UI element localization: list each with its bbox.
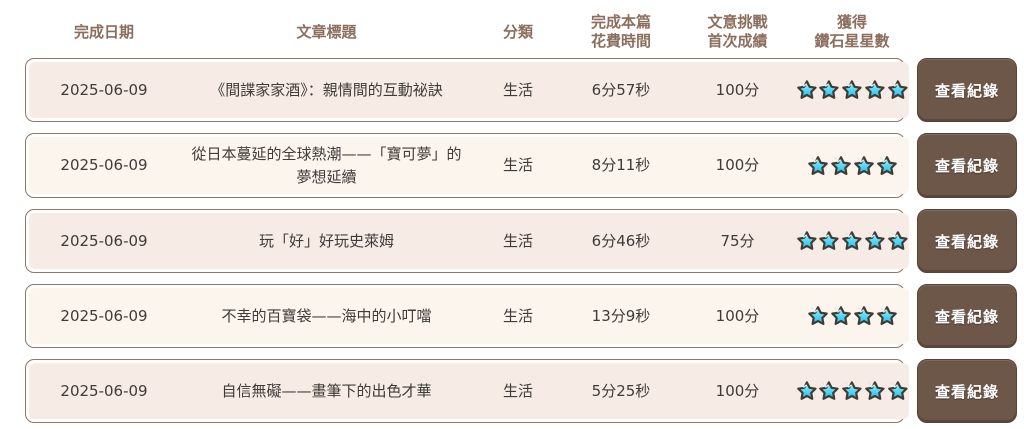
table-header: 完成日期 文章標題 分類 完成本篇 花費時間 文意挑戰 首次成績 獲得 鑽石星星… [25, 6, 1018, 58]
time-spent: 6分46秒 [591, 231, 651, 250]
record-row: 2025-06-09 不幸的百寶袋——海中的小叮噹 生活 13分9秒 100分 … [25, 284, 1018, 348]
category: 生活 [502, 80, 533, 99]
header-category: 分類 [502, 22, 533, 41]
record-card: 2025-06-09 從日本蔓延的全球熱潮——「寶可夢」的夢想延續 生活 8分1… [25, 133, 909, 198]
diamond-star-icon [887, 231, 908, 250]
category: 生活 [502, 231, 533, 250]
diamond-star-icon [865, 381, 885, 400]
view-record-button[interactable]: 查看紀錄 [917, 58, 1017, 122]
completion-date: 2025-06-09 [60, 381, 148, 400]
record-card: 2025-06-09 玩「好」好玩史萊姆 生活 6分46秒 75分 [25, 209, 909, 273]
completion-date: 2025-06-09 [60, 306, 148, 325]
time-spent: 8分11秒 [591, 156, 651, 175]
diamond-star-icon [819, 381, 839, 400]
first-score: 75分 [720, 231, 755, 250]
first-score: 100分 [715, 80, 760, 99]
record-row: 2025-06-09 《間諜家家酒》：親情間的互動祕訣 生活 6分57秒 100… [25, 58, 1018, 122]
time-spent: 13分9秒 [591, 306, 651, 325]
record-list: 2025-06-09 《間諜家家酒》：親情間的互動祕訣 生活 6分57秒 100… [25, 58, 1018, 423]
diamond-star-icon [796, 231, 817, 250]
star-rating [795, 79, 909, 101]
record-card: 2025-06-09 《間諜家家酒》：親情間的互動祕訣 生活 6分57秒 100… [25, 58, 909, 122]
view-record-button[interactable]: 查看紀錄 [917, 284, 1017, 348]
article-title: 不幸的百寶袋——海中的小叮噹 [221, 306, 432, 325]
article-title: 玩「好」好玩史萊姆 [258, 231, 394, 250]
star-rating [795, 230, 909, 252]
record-card: 2025-06-09 不幸的百寶袋——海中的小叮噹 生活 13分9秒 100分 [25, 284, 909, 348]
diamond-star-icon [842, 80, 862, 99]
diamond-star-icon [807, 155, 828, 175]
diamond-star-icon [796, 381, 817, 400]
completion-date: 2025-06-09 [60, 156, 148, 175]
star-rating [795, 380, 909, 402]
record-card: 2025-06-09 自信無礙——畫筆下的出色才華 生活 5分25秒 100分 [25, 359, 909, 423]
view-record-button[interactable]: 查看紀錄 [917, 133, 1017, 198]
diamond-star-icon [887, 381, 908, 400]
view-record-button[interactable]: 查看紀錄 [917, 359, 1017, 423]
time-spent: 6分57秒 [591, 80, 651, 99]
time-spent: 5分25秒 [591, 381, 651, 400]
category: 生活 [502, 156, 533, 175]
record-row: 2025-06-09 玩「好」好玩史萊姆 生活 6分46秒 75分 [25, 209, 1018, 273]
header-first-score: 文意挑戰 首次成績 [707, 13, 768, 50]
diamond-star-icon [830, 306, 851, 325]
diamond-star-icon [830, 155, 851, 175]
diamond-star-icon [887, 80, 908, 99]
star-rating [795, 155, 909, 177]
diamond-star-icon [876, 155, 897, 175]
diamond-star-icon [842, 231, 862, 250]
diamond-star-icon [853, 306, 874, 325]
diamond-star-icon [876, 306, 897, 325]
header-diamond-stars: 獲得 鑽石星星數 [814, 13, 890, 50]
first-score: 100分 [715, 156, 760, 175]
record-row: 2025-06-09 從日本蔓延的全球熱潮——「寶可夢」的夢想延續 生活 8分1… [25, 133, 1018, 198]
diamond-star-icon [842, 381, 862, 400]
diamond-star-icon [819, 80, 839, 99]
diamond-star-icon [796, 80, 817, 99]
diamond-star-icon [807, 306, 828, 325]
header-completion-date: 完成日期 [73, 22, 134, 41]
first-score: 100分 [715, 306, 760, 325]
first-score: 100分 [715, 381, 760, 400]
diamond-star-icon [865, 231, 885, 250]
category: 生活 [502, 381, 533, 400]
star-rating [795, 305, 909, 327]
header-time-spent: 完成本篇 花費時間 [590, 13, 651, 50]
completion-date: 2025-06-09 [60, 80, 148, 99]
category: 生活 [502, 306, 533, 325]
article-title: 自信無礙——畫筆下的出色才華 [221, 381, 432, 400]
article-title: 《間諜家家酒》：親情間的互動祕訣 [210, 80, 443, 99]
record-row: 2025-06-09 自信無礙——畫筆下的出色才華 生活 5分25秒 100分 [25, 359, 1018, 423]
view-record-button[interactable]: 查看紀錄 [917, 209, 1017, 273]
article-title: 從日本蔓延的全球熱潮——「寶可夢」的夢想延續 [191, 145, 462, 186]
diamond-star-icon [853, 155, 874, 175]
completion-date: 2025-06-09 [60, 231, 148, 250]
diamond-star-icon [819, 231, 839, 250]
diamond-star-icon [865, 80, 885, 99]
header-article-title: 文章標題 [296, 22, 357, 41]
